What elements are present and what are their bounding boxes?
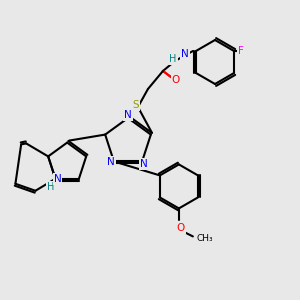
Text: N: N	[140, 159, 148, 170]
Text: O: O	[172, 75, 180, 85]
Text: N: N	[53, 174, 61, 184]
Text: N: N	[181, 49, 189, 59]
Text: O: O	[177, 224, 185, 233]
Text: N: N	[107, 158, 115, 167]
Text: N: N	[124, 110, 132, 120]
Text: H: H	[47, 182, 54, 192]
Text: S: S	[133, 100, 139, 110]
Text: H: H	[169, 54, 177, 64]
Text: F: F	[238, 46, 244, 56]
Text: CH₃: CH₃	[197, 234, 214, 243]
